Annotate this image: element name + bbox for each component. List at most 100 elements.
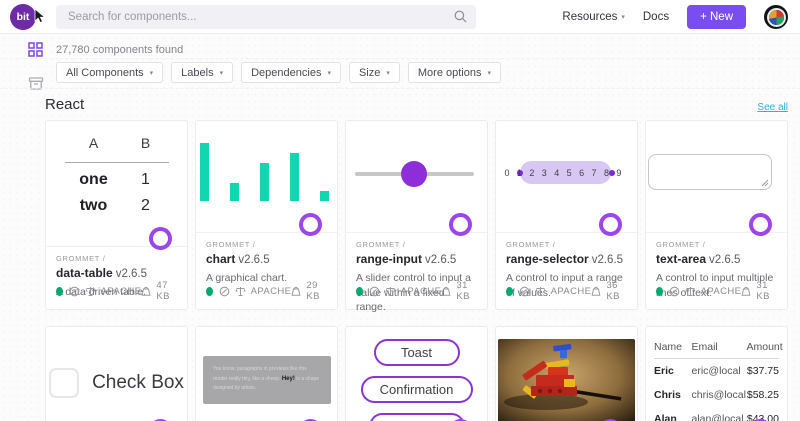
- card-name: text-area v2.6.5: [656, 252, 741, 266]
- component-card-paragraph[interactable]: You know, paragraphs in previews like th…: [195, 326, 338, 421]
- filter-label: All Components: [66, 66, 144, 79]
- status-dot: [56, 286, 63, 296]
- slider-thumb[interactable]: [400, 161, 427, 187]
- separator: [0, 88, 800, 89]
- bit-logo[interactable]: bit: [10, 4, 36, 30]
- check-box-preview: Check Box: [46, 327, 187, 421]
- chart-bar: [260, 163, 269, 201]
- license-label: APACHE: [550, 285, 592, 297]
- size-label: 29 KB: [306, 280, 320, 302]
- table-header: Email: [691, 337, 747, 359]
- size-label: 47 KB: [156, 280, 170, 302]
- loader-ring: [749, 213, 772, 236]
- bar-chart: [200, 141, 330, 201]
- filter-label: Labels: [181, 66, 214, 79]
- chevron-down-icon: ▾: [386, 69, 390, 77]
- nav-resources-label: Resources: [562, 11, 618, 23]
- weight-icon: [141, 286, 151, 297]
- license-label: APACHE: [400, 285, 442, 297]
- card-footer: APACHE 36 KB: [506, 280, 627, 302]
- filter-dependencies[interactable]: Dependencies ▾: [241, 62, 341, 83]
- filter-all-components[interactable]: All Components ▾: [56, 62, 164, 83]
- loader-ring: [599, 213, 622, 236]
- range-highlight[interactable]: [520, 161, 611, 184]
- card-version: v2.6.5: [591, 254, 624, 266]
- filter-labels[interactable]: Labels ▾: [171, 62, 234, 83]
- user-avatar[interactable]: [764, 5, 788, 29]
- resize-handle-icon[interactable]: [761, 179, 769, 187]
- license-scale-icon: [685, 286, 696, 297]
- nav-resources[interactable]: Resources ▾: [562, 11, 624, 23]
- sidebar-button[interactable]: Sidebar: [368, 413, 465, 421]
- component-card-check-box[interactable]: Check Box: [45, 326, 188, 421]
- checkbox-label: Check Box: [92, 371, 184, 393]
- card-version: v2.6.5: [425, 254, 457, 266]
- loader-ring: [449, 213, 472, 236]
- avatar-logo-icon: [768, 9, 784, 25]
- component-card-table[interactable]: Name Email Amount Eric eric@local $37.75…: [645, 326, 788, 421]
- license-scale-icon: [235, 286, 246, 297]
- search-input[interactable]: [56, 5, 476, 29]
- confirmation-button[interactable]: Confirmation: [360, 376, 473, 403]
- textarea-field[interactable]: [648, 154, 772, 190]
- see-all-link[interactable]: See all: [757, 102, 788, 113]
- card-version: v2.6.5: [709, 254, 741, 266]
- license-scale-icon: [535, 286, 546, 297]
- component-card-buttons[interactable]: Toast Confirmation Sidebar: [345, 326, 488, 421]
- image-preview: [496, 327, 637, 421]
- card-name: chart v2.6.5: [206, 252, 270, 266]
- loader-ring: [299, 213, 322, 236]
- filter-size[interactable]: Size ▾: [348, 62, 400, 83]
- chart-bar: [200, 143, 209, 201]
- size-label: 31 KB: [756, 280, 770, 302]
- search-icon: [454, 10, 467, 23]
- component-card-range-input[interactable]: GROMMET / range-input v2.6.5 A slider con…: [345, 120, 488, 313]
- collections-box-icon[interactable]: [28, 76, 44, 91]
- paragraph-highlight: Hey!: [281, 375, 295, 382]
- component-card-image[interactable]: [495, 326, 638, 421]
- new-button[interactable]: + New: [687, 5, 746, 29]
- component-card-chart[interactable]: GROMMET / chart v2.6.5 A graphical chart.…: [195, 120, 338, 310]
- table-cell: Eric: [654, 365, 674, 377]
- range-handle-start[interactable]: [517, 170, 523, 176]
- card-version: v2.6.5: [115, 268, 148, 280]
- mini-table-cell: 2: [141, 197, 150, 214]
- table-cell: Chris: [654, 389, 681, 401]
- table-cell: alan@local: [691, 413, 744, 421]
- license-label: APACHE: [100, 285, 142, 297]
- range-handle-end[interactable]: [609, 170, 615, 176]
- license-label: APACHE: [700, 285, 742, 297]
- checkbox[interactable]: [49, 367, 80, 398]
- license-label: APACHE: [250, 285, 292, 297]
- toast-button[interactable]: Toast: [373, 339, 460, 366]
- chevron-down-icon: ▾: [149, 69, 154, 77]
- status-dot: [356, 286, 363, 296]
- loader-ring: [149, 227, 172, 250]
- nav-docs[interactable]: Docs: [643, 11, 669, 23]
- weight-icon: [291, 286, 301, 297]
- status-dot: [656, 286, 663, 296]
- framework-icon: [69, 286, 80, 297]
- framework-icon: [219, 286, 230, 297]
- card-version: v2.6.5: [238, 254, 270, 266]
- card-scope: GROMMET /: [206, 240, 256, 249]
- results-count: 27,780 components found: [56, 44, 184, 56]
- table-cell: $43.00: [746, 413, 779, 421]
- card-footer: APACHE 31 KB: [656, 280, 777, 302]
- chart-bar: [290, 153, 299, 201]
- card-footer: APACHE 29 KB: [206, 280, 327, 302]
- table-cell: chris@local: [691, 389, 746, 401]
- filter-more-options[interactable]: More options ▾: [407, 62, 501, 83]
- chart-bar: [230, 183, 239, 201]
- card-scope: GROMMET /: [356, 240, 406, 249]
- component-card-text-area[interactable]: GROMMET / text-area v2.6.5 A control to i…: [645, 120, 788, 310]
- card-footer: APACHE 31 KB: [356, 280, 477, 302]
- nav-docs-label: Docs: [642, 11, 670, 23]
- components-grid-icon[interactable]: [28, 42, 43, 57]
- cards-row-2: Check Box You know, paragraphs in previe…: [45, 326, 788, 421]
- component-card-data-table[interactable]: A B one 1 two 2 GROMMET / data-table v2.6…: [45, 120, 188, 310]
- mouse-cursor-icon: [34, 9, 46, 24]
- license-scale-icon: [385, 286, 396, 297]
